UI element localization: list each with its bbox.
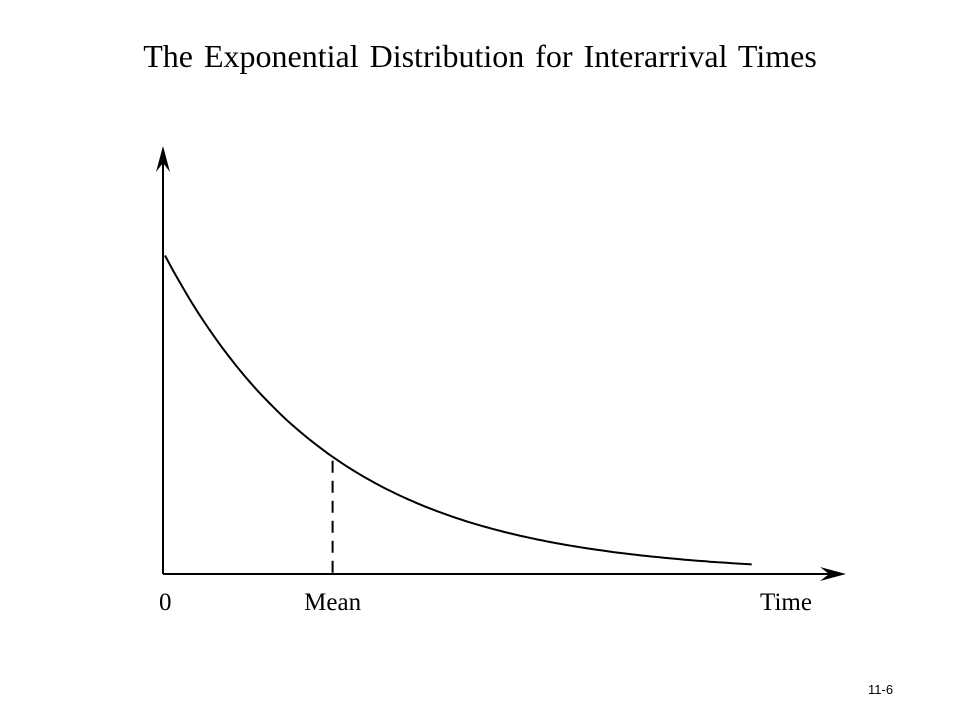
- x-tick-label: 0: [159, 589, 172, 616]
- x-axis-label: Time: [760, 589, 812, 616]
- x-axis-arrowhead: [820, 567, 846, 581]
- x-tick-label: Mean: [304, 589, 361, 616]
- series-line: [164, 255, 752, 566]
- chart-axes: [156, 146, 846, 581]
- slide-title: The Exponential Distribution for Interar…: [143, 38, 817, 74]
- slide-number: 11-6: [868, 682, 894, 697]
- series-layer: [164, 255, 752, 566]
- y-axis-arrowhead: [156, 146, 170, 172]
- label-layer: 0 Mean Time: [159, 589, 812, 616]
